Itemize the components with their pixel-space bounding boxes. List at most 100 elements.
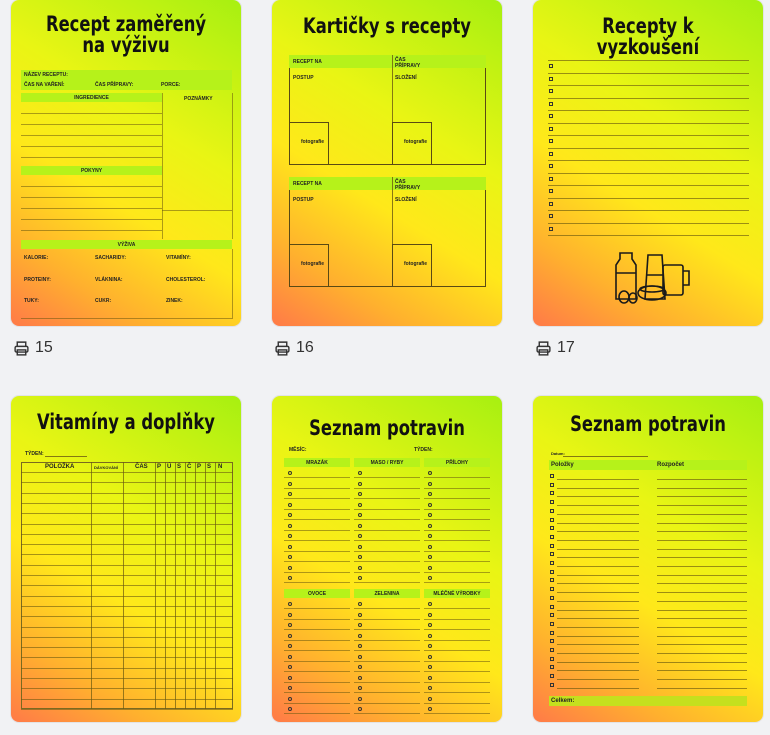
rule-line	[354, 639, 420, 641]
label-portions: PORCE:	[161, 82, 181, 88]
label-carbs: SACHARIDY:	[95, 255, 127, 261]
template-card-vitamins[interactable]: Vitamíny a doplňky TÝDEN: POLOŽKA DÁVKOV…	[11, 396, 241, 722]
label-cook-time: ČAS NA VAŘENÍ:	[24, 82, 65, 88]
checkbox	[428, 544, 432, 549]
rule-line	[657, 644, 747, 646]
label-photo: fotografie	[301, 139, 325, 145]
checkbox	[358, 534, 362, 538]
grid-row-line	[21, 575, 233, 576]
checkbox	[288, 471, 292, 475]
rule-line	[424, 582, 490, 583]
grid-row-line	[21, 502, 233, 504]
checkbox	[288, 602, 292, 606]
rule-line	[557, 548, 639, 550]
checkbox	[549, 176, 553, 181]
rule-line	[657, 548, 747, 550]
photo-box	[289, 122, 329, 165]
rule-line	[354, 498, 420, 499]
checkbox	[288, 707, 292, 711]
rule-line	[548, 147, 749, 149]
rule-line	[354, 629, 420, 630]
kitchen-ingredients-icon	[615, 252, 690, 304]
rule-line	[657, 513, 747, 515]
rule-line	[354, 487, 420, 489]
rule-line	[284, 660, 350, 662]
checkbox	[288, 665, 292, 669]
checkbox	[550, 665, 554, 670]
rule-line	[557, 557, 639, 559]
header-bar	[21, 70, 232, 90]
rule-line	[557, 653, 639, 654]
rule-line	[284, 681, 350, 683]
col-day: Č	[187, 464, 192, 470]
checkbox	[428, 633, 432, 638]
photo-box	[289, 244, 329, 287]
col-day: S	[177, 464, 182, 470]
checkbox	[288, 492, 292, 496]
rule-line	[354, 608, 420, 609]
rule-line	[284, 650, 350, 651]
rule-line	[354, 529, 420, 531]
rule-line	[557, 670, 639, 672]
rule-line	[424, 608, 490, 609]
label-ingredients: SLOŽENÍ	[395, 197, 417, 203]
rule-line	[557, 505, 639, 507]
rule-line	[557, 609, 639, 611]
template-card-grocery-list[interactable]: Seznam potravin MĚSÍC: TÝDEN: MRAZÁK OVOC…	[272, 396, 502, 722]
checkbox	[550, 648, 554, 652]
rule-line	[354, 477, 420, 478]
rule-line	[657, 670, 747, 672]
template-card-nutrition-recipe[interactable]: Recept zaměřený na výživu NÁZEV RECEPTU: …	[11, 0, 241, 326]
photo-box	[392, 244, 432, 287]
checkbox	[358, 502, 362, 507]
grid-row-line	[21, 482, 233, 484]
col-day: S	[207, 464, 212, 470]
rule-line	[657, 566, 747, 567]
rule-line	[657, 557, 747, 559]
section-label: OVOCE	[307, 591, 327, 597]
rule-line	[354, 671, 420, 672]
checkbox	[288, 612, 292, 617]
checkbox	[428, 665, 432, 669]
checkbox	[549, 101, 553, 106]
label-recipe: RECEPT NA	[293, 59, 322, 65]
label-photo: fotografie	[301, 261, 325, 267]
checkbox	[358, 696, 362, 701]
rule-line	[657, 583, 747, 585]
grid-row-line	[21, 585, 233, 587]
checkbox	[358, 555, 362, 559]
checkbox	[550, 517, 554, 522]
template-card-grocery-budget[interactable]: Seznam potravin Datum: Položky Rozpočet …	[533, 396, 763, 722]
grid-row-line	[21, 698, 233, 700]
rule-line	[284, 550, 350, 552]
label-time: ČAS PŘÍPRAVY	[395, 57, 421, 69]
label-steps: POSTUP	[293, 75, 314, 81]
print-count-value: 17	[557, 339, 575, 356]
rule-line	[424, 487, 490, 489]
rule-line	[657, 574, 747, 576]
template-card-recipe-cards[interactable]: Kartičky s recepty RECEPT NA ČAS PŘÍPRAV…	[272, 0, 502, 326]
checkbox	[288, 675, 292, 680]
rule-line	[657, 661, 747, 663]
rule-line	[424, 660, 490, 662]
checkbox	[550, 630, 554, 635]
checkbox	[288, 633, 292, 638]
checkbox	[288, 502, 292, 507]
checkbox	[549, 151, 553, 156]
rule-line	[424, 561, 490, 562]
rule-line	[657, 635, 747, 637]
checkbox	[550, 595, 554, 600]
checkbox	[428, 612, 432, 617]
grid-row-line	[21, 544, 233, 546]
rule-line	[284, 713, 350, 714]
checkbox	[549, 201, 553, 206]
print-count: 15	[13, 339, 53, 357]
rule-line	[548, 110, 749, 111]
steps-bar	[21, 166, 162, 175]
template-card-recipes-to-try[interactable]: Recepty k vyzkoušení	[533, 0, 763, 326]
label-recipe: RECEPT NA	[293, 181, 322, 187]
checkbox	[428, 513, 432, 517]
grid-row-line	[21, 564, 233, 566]
col-budget: Rozpočet	[657, 462, 684, 468]
grid-row-line	[21, 657, 233, 659]
